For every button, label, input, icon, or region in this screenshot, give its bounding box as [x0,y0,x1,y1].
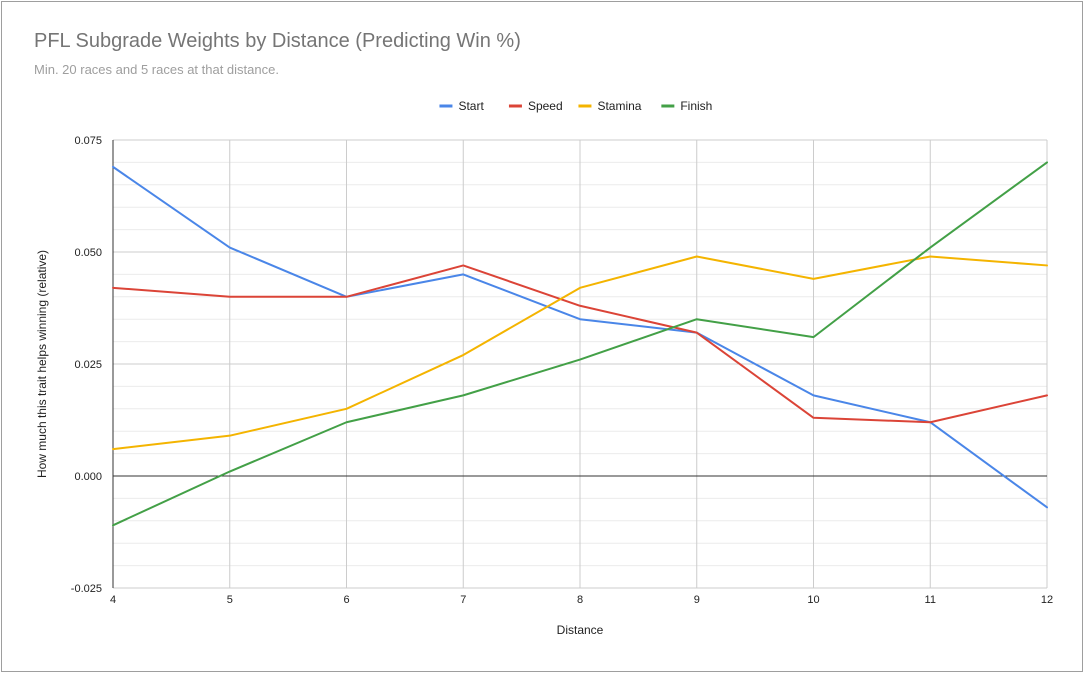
y-tick-label: 0.025 [74,359,102,371]
y-tick-label: -0.025 [71,583,102,595]
x-tick-label: 10 [807,594,819,606]
x-tick-label: 12 [1041,594,1053,606]
chart-title: PFL Subgrade Weights by Distance (Predic… [34,30,521,52]
x-tick-label: 5 [227,594,233,606]
legend: Start Speed Stamina Finish [439,99,712,113]
series-line-speed [112,264,1048,424]
series-line-start [112,165,1048,509]
series-lines [112,161,1048,527]
x-tick-label: 7 [460,594,466,606]
y-axis-ticks: -0.025 0.000 0.025 0.050 0.075 [71,135,102,595]
x-tick-label: 9 [694,594,700,606]
legend-label-finish: Finish [680,99,712,113]
legend-label-stamina: Stamina [597,99,641,113]
chart-subtitle: Min. 20 races and 5 races at that distan… [34,62,279,77]
x-axis-title: Distance [557,623,604,637]
legend-label-start: Start [458,99,484,113]
y-axis-title: How much this trait helps winning (relat… [35,250,49,478]
legend-label-speed: Speed [528,99,563,113]
x-tick-label: 11 [925,594,936,606]
x-tick-label: 8 [577,594,583,606]
series-line-finish [112,161,1048,527]
x-axis-ticks: 4 5 6 7 8 9 10 11 12 [110,594,1053,606]
y-tick-label: 0.000 [74,471,102,483]
y-tick-label: 0.075 [74,135,102,147]
y-tick-label: 0.050 [74,247,102,259]
x-tick-label: 4 [110,594,116,606]
x-tick-label: 6 [343,594,349,606]
series-line-stamina [112,255,1048,451]
